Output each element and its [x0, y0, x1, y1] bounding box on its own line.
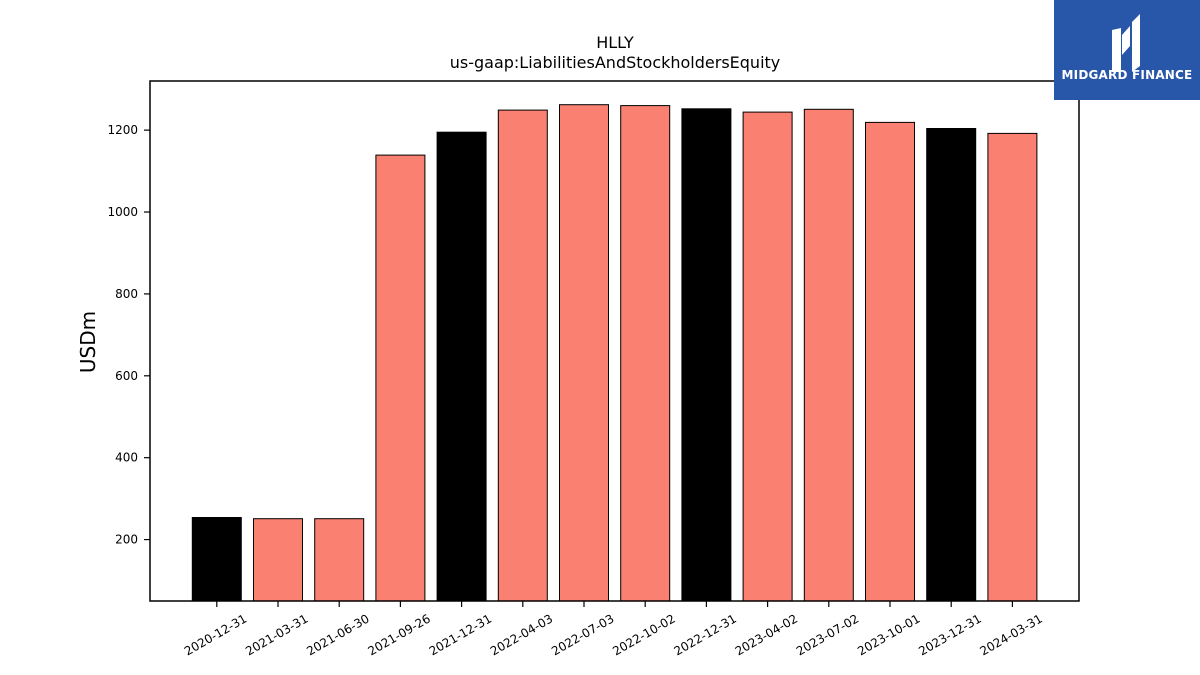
y-axis: 200 400 600 800 1000 1200 — [107, 123, 150, 547]
bar-2021-06-30 — [314, 518, 365, 602]
x-tick-label: 2023-10-01 — [855, 611, 922, 658]
bar-2021-09-26 — [375, 154, 426, 602]
y-tick-label: 600 — [115, 369, 138, 383]
x-tick-label: 2022-10-02 — [610, 611, 677, 658]
x-tick-label: 2023-12-31 — [916, 611, 983, 658]
bar-2021-12-31 — [436, 131, 487, 602]
y-axis-label: USDm — [76, 311, 100, 373]
bar-2024-03-31 — [987, 132, 1038, 602]
bar-2023-04-02 — [742, 111, 793, 602]
x-tick-label: 2023-04-02 — [733, 611, 800, 658]
bar-2022-12-31 — [681, 108, 732, 602]
x-tick-label: 2021-12-31 — [427, 611, 494, 658]
x-tick-label: 2021-03-31 — [243, 611, 310, 658]
x-axis: 2020-12-312021-03-312021-06-302021-09-26… — [182, 601, 1045, 658]
bar-2022-10-02 — [620, 105, 671, 602]
bar-2022-07-03 — [559, 104, 609, 602]
logo-text: MIDGARD FINANCE — [1061, 68, 1193, 82]
y-tick-label: 400 — [115, 451, 138, 465]
x-tick-label: 2020-12-31 — [182, 611, 249, 658]
bar-2023-10-01 — [865, 121, 915, 602]
bar-2023-07-02 — [803, 108, 854, 602]
chart-subtitle: us-gaap:LiabilitiesAndStockholdersEquity — [450, 53, 781, 72]
logo-mark-icon — [1112, 14, 1140, 72]
bars-group — [191, 104, 1038, 602]
y-tick-label: 800 — [115, 287, 138, 301]
midgard-finance-logo: MIDGARD FINANCE — [1054, 0, 1200, 100]
x-tick-label: 2024-03-31 — [977, 611, 1044, 658]
x-tick-label: 2021-06-30 — [304, 611, 371, 658]
x-tick-label: 2023-07-02 — [794, 611, 861, 658]
x-tick-label: 2022-12-31 — [671, 611, 738, 658]
y-tick-label: 200 — [115, 533, 138, 547]
bar-2020-12-31 — [191, 517, 242, 602]
chart-title: HLLY — [596, 33, 634, 52]
bar-2021-03-31 — [253, 518, 303, 602]
x-tick-label: 2022-04-03 — [488, 611, 555, 658]
x-tick-label: 2021-09-26 — [365, 611, 432, 658]
x-tick-label: 2022-07-03 — [549, 611, 616, 658]
bar-2023-12-31 — [926, 128, 977, 602]
bar-2022-04-03 — [497, 109, 548, 602]
plot-frame — [149, 80, 1080, 602]
y-tick-label: 1000 — [107, 205, 138, 219]
y-tick-label: 1200 — [107, 123, 138, 137]
